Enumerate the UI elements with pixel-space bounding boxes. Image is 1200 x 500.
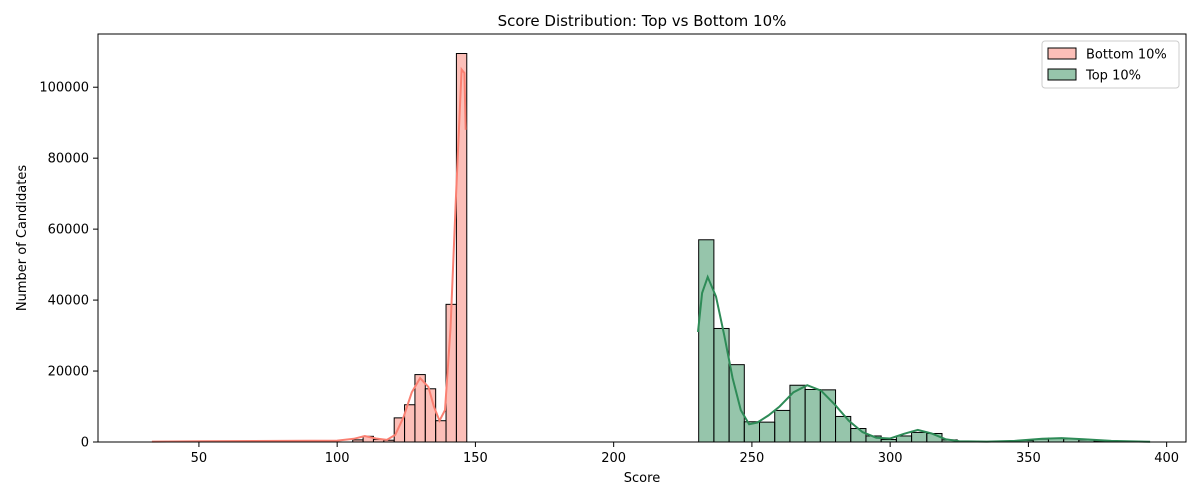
legend-swatch-bottom bbox=[1047, 47, 1077, 60]
legend-label-top: Top 10% bbox=[1085, 69, 1141, 84]
x-tick-label: 150 bbox=[463, 451, 488, 466]
y-tick-label: 60000 bbox=[48, 223, 89, 238]
y-tick-label: 0 bbox=[81, 436, 89, 451]
bar-top-14 bbox=[911, 431, 928, 443]
bar-top-3 bbox=[743, 421, 761, 443]
bars-layer bbox=[352, 53, 1110, 443]
chart-title: Score Distribution: Top vs Bottom 10% bbox=[498, 12, 787, 30]
x-tick-label: 400 bbox=[1154, 451, 1179, 466]
y-axis-title: Number of Candidates bbox=[15, 165, 30, 311]
kde-line-top bbox=[697, 274, 1151, 443]
plot-frame bbox=[97, 33, 1187, 443]
y-tick-label: 80000 bbox=[48, 152, 89, 167]
x-tick-label: 200 bbox=[601, 451, 626, 466]
bar-top-0 bbox=[698, 239, 715, 443]
x-tick-label: 250 bbox=[739, 451, 764, 466]
bar-bottom-4 bbox=[393, 417, 406, 443]
bar-top-4 bbox=[759, 421, 776, 443]
bar-top-13 bbox=[895, 435, 913, 443]
y-tick-label: 100000 bbox=[39, 81, 89, 96]
legend-swatch-top bbox=[1047, 68, 1077, 81]
x-axis-title: Score bbox=[624, 471, 660, 486]
y-axis-ticks: 0 20000 40000 60000 80000 100000 bbox=[39, 81, 98, 451]
legend-label-bottom: Bottom 10% bbox=[1086, 48, 1167, 63]
x-axis-ticks: 50 100 150 200 250 300 350 400 bbox=[191, 442, 1179, 466]
x-tick-label: 50 bbox=[191, 451, 208, 466]
bar-top-10 bbox=[850, 428, 867, 443]
legend: Bottom 10% Top 10% bbox=[1041, 40, 1180, 89]
kde-layer bbox=[151, 66, 1151, 443]
x-tick-label: 300 bbox=[878, 451, 903, 466]
kde-line-bottom bbox=[151, 66, 467, 443]
y-tick-label: 20000 bbox=[48, 365, 89, 380]
bar-top-5 bbox=[774, 409, 791, 443]
y-tick-label: 40000 bbox=[48, 294, 89, 309]
bar-bottom-8 bbox=[435, 420, 447, 443]
x-tick-label: 350 bbox=[1016, 451, 1041, 466]
bar-top-7 bbox=[804, 388, 821, 443]
x-tick-label: 100 bbox=[325, 451, 350, 466]
